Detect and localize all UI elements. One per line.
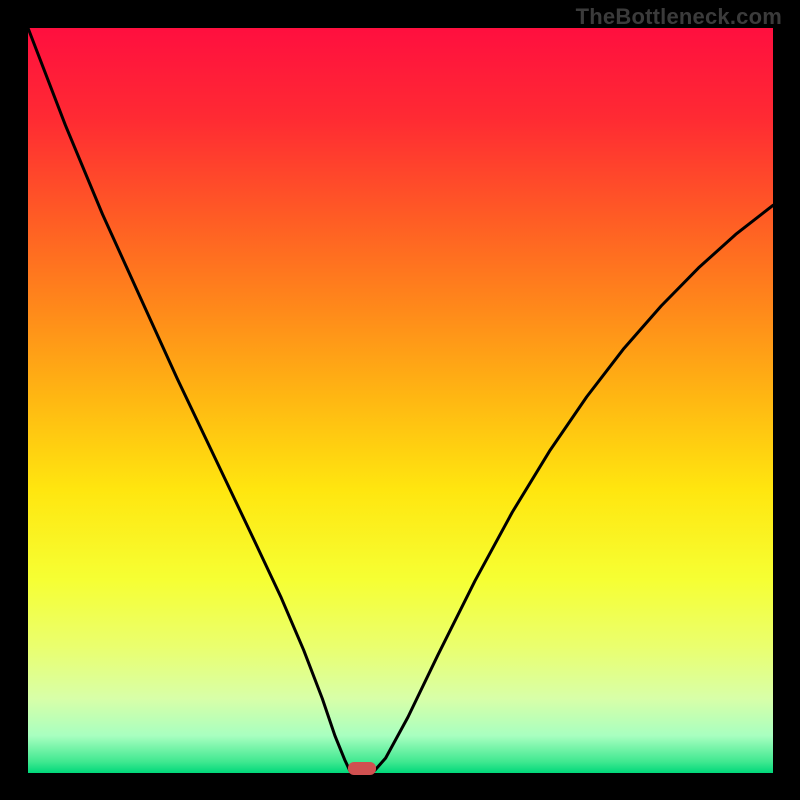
background-gradient xyxy=(28,28,773,773)
plot-area xyxy=(28,28,773,773)
watermark-text: TheBottleneck.com xyxy=(576,4,782,30)
min-marker xyxy=(348,762,376,775)
chart-container: TheBottleneck.com xyxy=(0,0,800,800)
